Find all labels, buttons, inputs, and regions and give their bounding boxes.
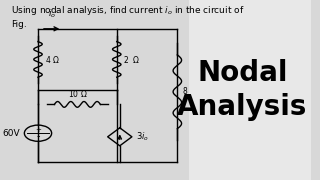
Text: 3$i_o$: 3$i_o$ <box>136 130 149 143</box>
Text: 10 $\Omega$: 10 $\Omega$ <box>68 88 87 99</box>
Text: 4 $\Omega$: 4 $\Omega$ <box>45 54 60 65</box>
Text: 2  $\Omega$: 2 $\Omega$ <box>124 54 141 65</box>
Text: 8: 8 <box>183 87 188 96</box>
Text: -: - <box>36 131 40 141</box>
Text: $i_o$: $i_o$ <box>48 7 56 20</box>
Text: +: + <box>35 127 41 134</box>
FancyBboxPatch shape <box>189 0 311 180</box>
Text: Fig.: Fig. <box>11 20 27 29</box>
Text: Using nodal analysis, find current $i_o$ in the circuit of: Using nodal analysis, find current $i_o$… <box>11 4 244 17</box>
Text: 60V: 60V <box>2 129 20 138</box>
Text: Nodal
Analysis: Nodal Analysis <box>177 59 308 121</box>
